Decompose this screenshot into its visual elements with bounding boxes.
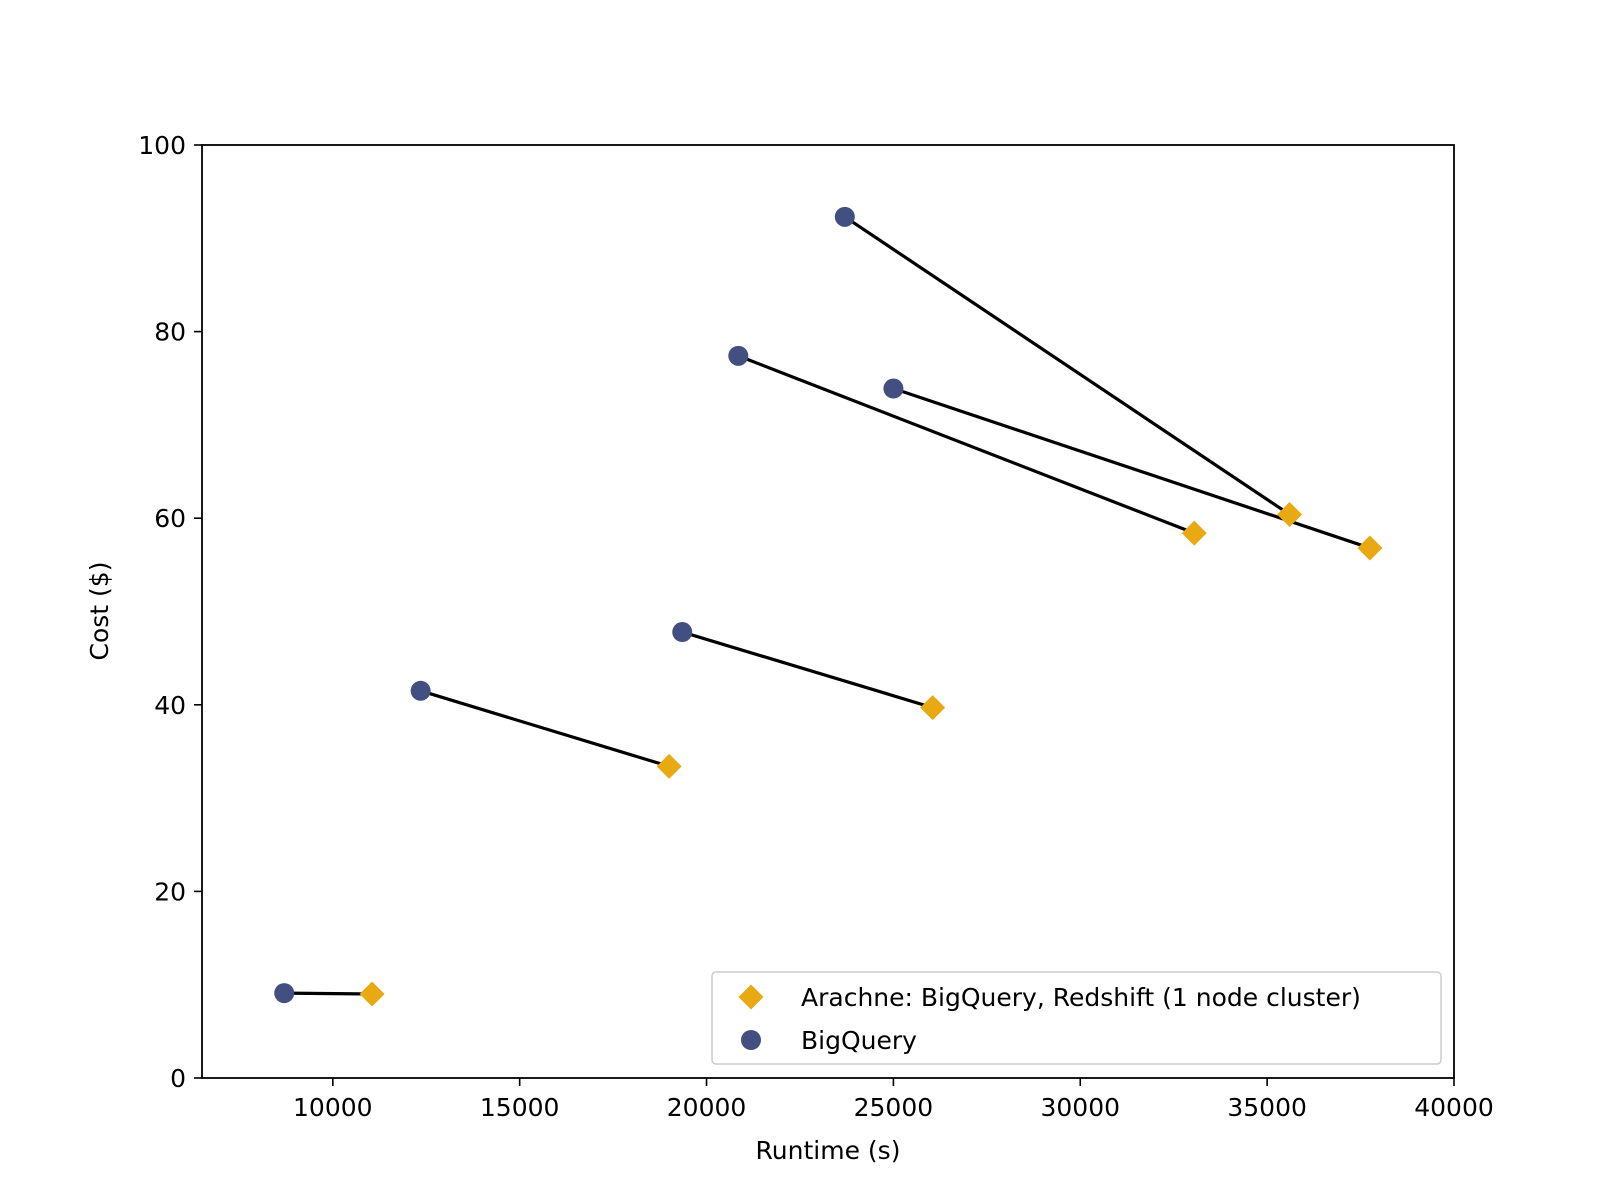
arachne-point-5	[1277, 501, 1303, 527]
plot-frame	[201, 144, 1455, 1079]
connection-line-5	[843, 215, 1292, 517]
legend: Arachne: BigQuery, Redshift (1 node clus…	[711, 971, 1442, 1065]
bigquery-point-5	[834, 206, 855, 227]
bigquery-point-3	[672, 622, 693, 643]
arachne-point-4	[1181, 520, 1207, 546]
legend-box	[711, 971, 1442, 1065]
x-tick-label: 35000	[1227, 1093, 1307, 1122]
connection-lines	[282, 215, 1372, 996]
x-tick-label: 25000	[854, 1093, 934, 1122]
data-points	[274, 206, 1383, 1007]
x-tick-label: 10000	[293, 1093, 373, 1122]
connection-line-1	[282, 991, 374, 996]
legend-label: BigQuery	[801, 1026, 917, 1055]
legend-label: Arachne: BigQuery, Redshift (1 node clus…	[801, 983, 1361, 1012]
arachne-point-6	[1357, 535, 1383, 561]
y-tick-label: 60	[154, 504, 186, 533]
x-tick-label: 40000	[1414, 1093, 1494, 1122]
y-axis-title: Cost ($)	[85, 562, 114, 661]
bigquery-point-4	[728, 345, 749, 366]
arachne-point-2	[656, 753, 682, 779]
connection-line-3	[680, 630, 935, 710]
y-tick-label: 20	[154, 877, 186, 906]
y-tick-label: 0	[170, 1064, 186, 1093]
connection-line-4	[736, 354, 1196, 535]
x-tick-label: 15000	[480, 1093, 560, 1122]
x-tick-label: 30000	[1041, 1093, 1121, 1122]
bigquery-point-1	[274, 983, 295, 1004]
bigquery-point-6	[883, 378, 904, 399]
connection-line-2	[419, 689, 671, 768]
y-tick-label: 100	[138, 131, 186, 160]
x-axis-ticks: 10000 15000 20000 25000 30000 35000 40000	[293, 1078, 1494, 1122]
arachne-point-1	[359, 981, 385, 1007]
y-tick-label: 80	[154, 318, 186, 347]
connection-line-6	[891, 386, 1372, 550]
legend-items: Arachne: BigQuery, Redshift (1 node clus…	[738, 983, 1361, 1055]
x-tick-label: 20000	[667, 1093, 747, 1122]
arachne-point-3	[920, 695, 946, 721]
x-axis-title: Runtime (s)	[756, 1136, 901, 1165]
legend-circle-icon	[741, 1030, 761, 1050]
bigquery-point-2	[410, 680, 431, 701]
y-tick-label: 40	[154, 691, 186, 720]
legend-diamond-icon	[738, 984, 764, 1010]
y-axis-ticks: 0 20 40 60 80 100	[138, 131, 202, 1093]
